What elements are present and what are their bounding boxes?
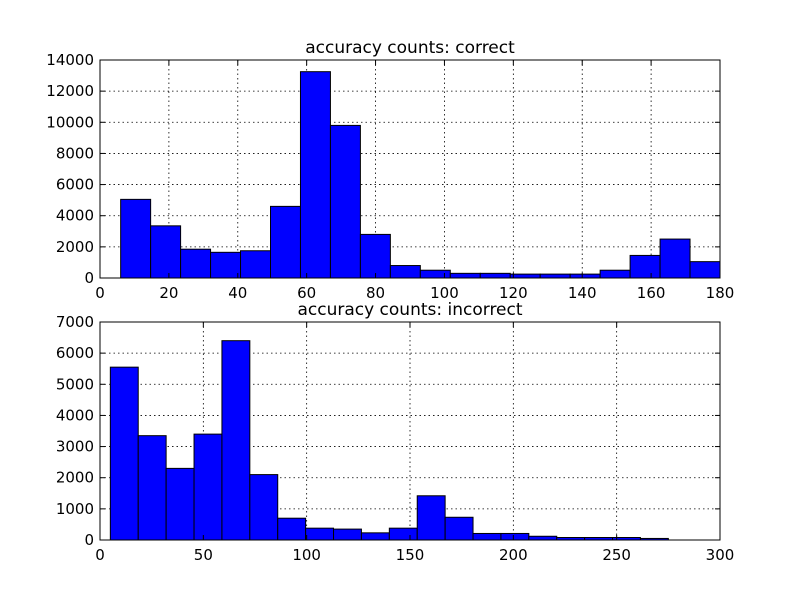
- correct-bar: [569, 273, 601, 279]
- correct-y-tick-label: 2000: [56, 238, 94, 256]
- chart-title-correct: accuracy counts: correct: [305, 38, 515, 58]
- correct-y-tick-label: 4000: [56, 207, 94, 225]
- incorrect-x-tick-label: 0: [95, 546, 105, 564]
- incorrect-bar: [305, 527, 335, 541]
- incorrect-bar: [528, 535, 558, 541]
- correct-x-tick-label: 160: [637, 284, 666, 302]
- incorrect-bar: [193, 433, 223, 541]
- correct-bar: [150, 225, 182, 279]
- correct-x-tick-label: 80: [366, 284, 385, 302]
- correct-x-tick-label: 0: [95, 284, 105, 302]
- correct-bar: [599, 269, 631, 279]
- correct-bar: [180, 248, 212, 279]
- correct-x-tick-label: 100: [430, 284, 459, 302]
- correct-bar: [449, 272, 481, 279]
- correct-bar: [539, 273, 571, 279]
- correct-y-tick-label: 0: [84, 269, 94, 287]
- correct-bar: [389, 265, 421, 279]
- correct-x-tick-label: 40: [228, 284, 247, 302]
- correct-bar: [689, 261, 721, 279]
- incorrect-y-tick-label: 5000: [56, 375, 94, 393]
- correct-bar: [629, 254, 661, 279]
- correct-y-tick-label: 14000: [46, 51, 94, 69]
- correct-y-tick-label: 10000: [46, 113, 94, 131]
- correct-axes-frame: [99, 59, 721, 279]
- incorrect-bar: [500, 532, 530, 541]
- incorrect-bar: [137, 435, 167, 541]
- correct-x-tick-label: 60: [297, 284, 316, 302]
- incorrect-x-tick-label: 200: [499, 546, 528, 564]
- incorrect-bar: [444, 516, 474, 541]
- correct-x-tick-label: 180: [706, 284, 735, 302]
- incorrect-x-tick-label: 50: [194, 546, 213, 564]
- correct-bar: [359, 233, 391, 279]
- correct-y-tick-label: 8000: [56, 144, 94, 162]
- correct-bar: [509, 273, 541, 279]
- incorrect-y-tick-label: 0: [84, 531, 94, 549]
- correct-x-tick-label: 20: [159, 284, 178, 302]
- incorrect-bar: [277, 517, 307, 541]
- correct-bar: [419, 269, 451, 279]
- incorrect-bar: [221, 340, 251, 541]
- incorrect-bar: [472, 532, 502, 541]
- correct-x-tick-label: 120: [499, 284, 528, 302]
- correct-x-tick-label: 140: [568, 284, 597, 302]
- incorrect-bar: [249, 474, 279, 541]
- incorrect-y-tick-label: 1000: [56, 500, 94, 518]
- incorrect-y-tick-label: 3000: [56, 438, 94, 456]
- correct-y-tick-label: 12000: [46, 82, 94, 100]
- incorrect-bar: [109, 366, 139, 541]
- incorrect-x-tick-label: 300: [706, 546, 735, 564]
- correct-bar: [329, 124, 361, 279]
- correct-bar: [240, 250, 272, 279]
- incorrect-y-tick-label: 7000: [56, 313, 94, 331]
- correct-bar: [120, 198, 152, 279]
- incorrect-x-tick-label: 150: [396, 546, 425, 564]
- incorrect-x-tick-label: 250: [602, 546, 631, 564]
- incorrect-y-tick-label: 6000: [56, 344, 94, 362]
- incorrect-bar: [360, 532, 390, 541]
- correct-bar: [299, 71, 331, 279]
- incorrect-bar: [416, 495, 446, 541]
- axes-correct: 0 20 40 60 80 100 120 140 160 180 0 2000 4000 6000 800…: [46, 51, 734, 302]
- correct-bar: [659, 238, 691, 279]
- incorrect-bar: [165, 467, 195, 541]
- incorrect-x-tick-label: 100: [292, 546, 321, 564]
- incorrect-y-tick-label: 4000: [56, 406, 94, 424]
- incorrect-bar: [388, 527, 418, 541]
- incorrect-y-tick-label: 2000: [56, 469, 94, 487]
- chart-title-incorrect: accuracy counts: incorrect: [297, 300, 522, 320]
- axes-incorrect: 0 50 100 150 200 250 3000100020003000400050006…: [56, 313, 735, 564]
- correct-bar: [210, 251, 242, 279]
- correct-bar: [479, 272, 511, 279]
- incorrect-bar: [333, 528, 362, 541]
- correct-bar: [270, 205, 301, 279]
- correct-y-tick-label: 6000: [56, 176, 94, 194]
